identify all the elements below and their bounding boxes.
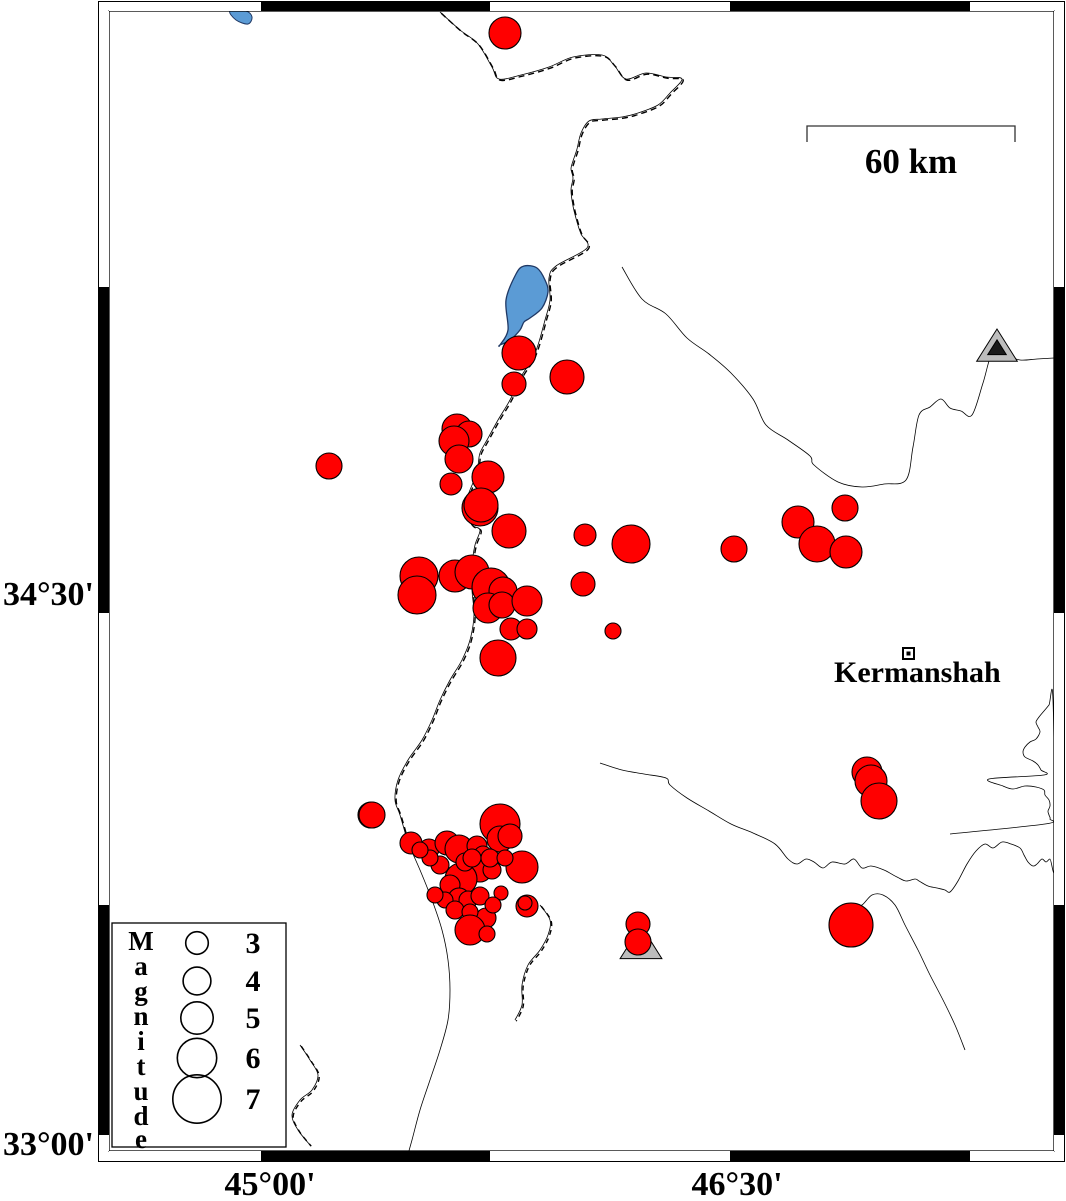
svg-text:33°00': 33°00': [3, 1126, 94, 1163]
svg-text:46°30': 46°30': [691, 1166, 782, 1201]
svg-text:3: 3: [246, 927, 261, 960]
svg-text:34°30': 34°30': [3, 576, 94, 613]
svg-text:e: e: [135, 1124, 147, 1154]
svg-text:Kermanshah: Kermanshah: [834, 656, 1001, 689]
svg-text:4: 4: [246, 965, 261, 998]
svg-text:7: 7: [246, 1083, 261, 1116]
svg-text:5: 5: [246, 1002, 261, 1035]
svg-text:45°00': 45°00': [224, 1166, 315, 1201]
svg-text:60 km: 60 km: [865, 142, 957, 181]
svg-text:6: 6: [246, 1042, 261, 1075]
